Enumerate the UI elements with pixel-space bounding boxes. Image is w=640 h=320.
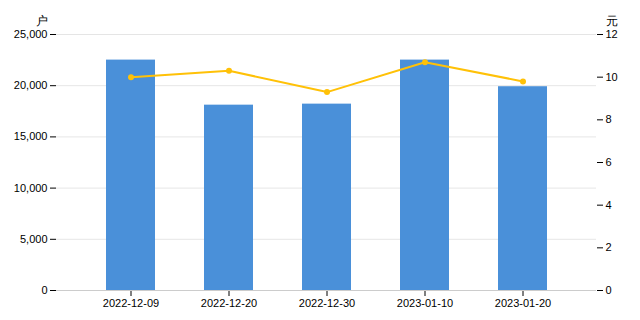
svg-text:20,000: 20,000 <box>14 79 48 91</box>
svg-text:2022-12-20: 2022-12-20 <box>201 297 257 309</box>
svg-text:2023-01-20: 2023-01-20 <box>495 297 551 309</box>
svg-text:15,000: 15,000 <box>14 130 48 142</box>
svg-text:户: 户 <box>36 14 48 28</box>
svg-text:12: 12 <box>606 28 618 40</box>
svg-text:4: 4 <box>606 199 612 211</box>
svg-text:8: 8 <box>606 113 612 125</box>
svg-text:25,000: 25,000 <box>14 28 48 40</box>
svg-text:元: 元 <box>606 14 618 28</box>
svg-text:5,000: 5,000 <box>20 233 48 245</box>
svg-text:2: 2 <box>606 241 612 253</box>
svg-text:2023-01-10: 2023-01-10 <box>397 297 453 309</box>
svg-text:6: 6 <box>606 156 612 168</box>
svg-text:2022-12-09: 2022-12-09 <box>103 297 159 309</box>
svg-text:2022-12-30: 2022-12-30 <box>299 297 355 309</box>
svg-text:10,000: 10,000 <box>14 182 48 194</box>
svg-text:0: 0 <box>606 284 612 296</box>
svg-text:10: 10 <box>606 71 618 83</box>
svg-text:0: 0 <box>41 284 47 296</box>
